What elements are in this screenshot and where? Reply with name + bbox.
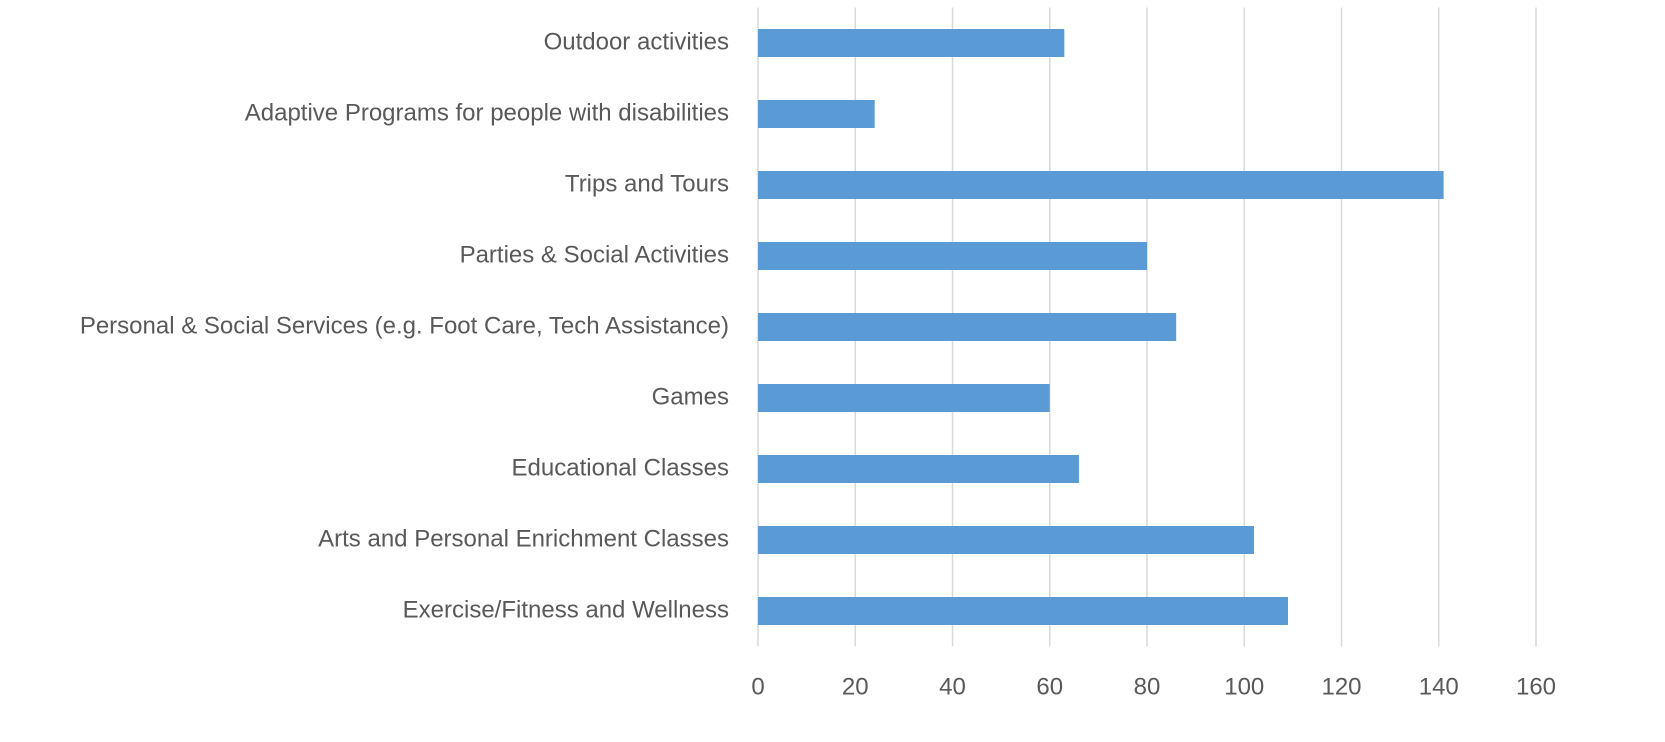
x-tick-label: 140	[1419, 673, 1459, 700]
y-tick-label: Personal & Social Services (e.g. Foot Ca…	[80, 312, 729, 339]
y-tick-label: Educational Classes	[512, 454, 729, 481]
x-tick-label: 80	[1134, 673, 1161, 700]
x-tick-label: 100	[1224, 673, 1264, 700]
y-tick-label: Adaptive Programs for people with disabi…	[245, 99, 729, 126]
x-tick-label: 60	[1036, 673, 1063, 700]
y-tick-label: Arts and Personal Enrichment Classes	[318, 525, 729, 552]
bar	[758, 455, 1079, 483]
x-tick-label: 20	[842, 673, 869, 700]
y-tick-label: Trips and Tours	[565, 170, 729, 197]
y-tick-label: Parties & Social Activities	[460, 241, 729, 268]
bar	[758, 100, 875, 128]
bar	[758, 29, 1065, 57]
y-tick-label: Exercise/Fitness and Wellness	[403, 596, 729, 623]
bar	[758, 171, 1444, 199]
x-tick-label: 0	[751, 673, 764, 700]
x-tick-label: 120	[1321, 673, 1361, 700]
x-tick-label: 40	[939, 673, 966, 700]
bar	[758, 597, 1289, 625]
bar	[758, 313, 1177, 341]
bar	[758, 384, 1050, 412]
x-tick-label: 160	[1516, 673, 1556, 700]
bar	[758, 242, 1147, 270]
y-tick-label: Outdoor activities	[544, 28, 729, 55]
y-tick-label: Games	[652, 383, 729, 410]
bar	[758, 526, 1254, 554]
